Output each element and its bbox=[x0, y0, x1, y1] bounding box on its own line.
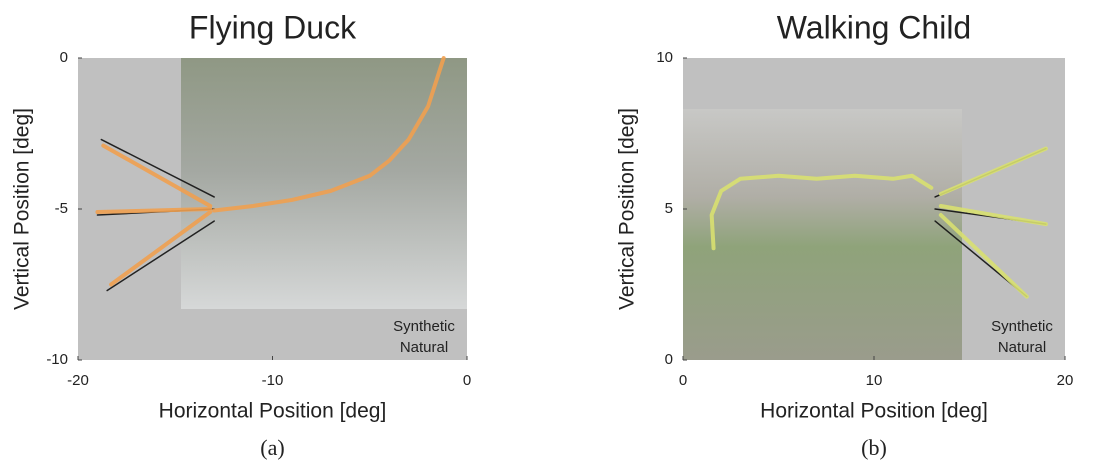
legend-entry: Synthetic bbox=[393, 318, 455, 335]
figure: Flying Duck Horizontal Position [deg] Vert… bbox=[0, 0, 1095, 464]
y-tick-label: -5 bbox=[55, 200, 68, 217]
y-tick-label: 0 bbox=[665, 351, 673, 368]
x-axis-label: Horizontal Position [deg] bbox=[159, 400, 387, 423]
caption: (b) bbox=[861, 435, 887, 460]
legend-entry: Natural bbox=[998, 339, 1046, 356]
caption: (a) bbox=[260, 435, 284, 460]
chart-title: Walking Child bbox=[777, 9, 971, 45]
x-axis-label: Horizontal Position [deg] bbox=[760, 400, 988, 423]
video-frame bbox=[683, 109, 962, 360]
x-tick-label: 0 bbox=[463, 372, 471, 389]
y-axis-label: Vertical Position [deg] bbox=[11, 108, 34, 310]
x-tick-label: 10 bbox=[866, 372, 883, 389]
y-tick-label: 5 bbox=[665, 200, 673, 217]
x-tick-label: -20 bbox=[67, 372, 89, 389]
y-tick-label: -10 bbox=[46, 351, 68, 368]
legend-entry: Synthetic bbox=[991, 318, 1053, 335]
chart-title: Flying Duck bbox=[189, 9, 357, 45]
x-tick-label: -10 bbox=[262, 372, 284, 389]
y-axis-label: Vertical Position [deg] bbox=[616, 108, 639, 310]
video-frame bbox=[181, 58, 467, 309]
x-tick-label: 0 bbox=[679, 372, 687, 389]
x-tick-label: 20 bbox=[1057, 372, 1074, 389]
legend-entry: Natural bbox=[400, 339, 448, 356]
y-tick-label: 10 bbox=[656, 49, 673, 66]
y-tick-label: 0 bbox=[60, 49, 68, 66]
